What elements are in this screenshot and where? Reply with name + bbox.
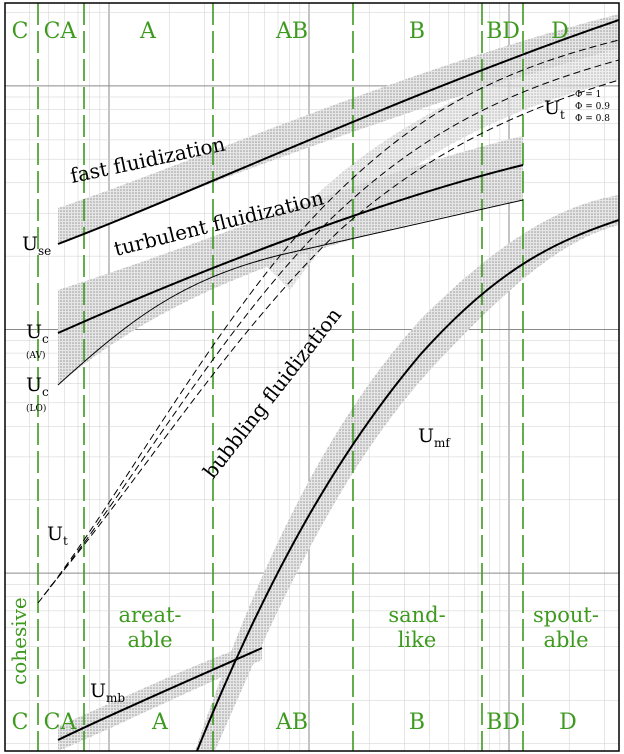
velocity-labels: Use Uc (AV) Uc (LO) Ut Ut Umf Umb <box>22 97 565 705</box>
region-bottom-d: D <box>559 710 577 735</box>
region-top-a: A <box>139 19 157 44</box>
spoutable-label-line2: able <box>543 628 588 652</box>
ut-curve-phi09 <box>43 59 619 596</box>
sandlike-label-line2: like <box>398 628 437 652</box>
region-bottom-c: C <box>12 710 29 735</box>
phi-1-label: Φ = 1 <box>575 90 601 100</box>
phi-09-label: Φ = 0.9 <box>575 102 610 112</box>
region-bottom-a: A <box>151 710 169 735</box>
use-label: Use <box>22 233 51 258</box>
sandlike-label-line1: sand- <box>388 603 445 627</box>
ut-curve-phi1 <box>37 39 619 604</box>
region-bottom-ab: AB <box>275 710 308 735</box>
phi-08-label: Φ = 0.8 <box>575 114 610 124</box>
umf-band <box>195 195 619 751</box>
region-top-ca: CA <box>44 19 78 44</box>
spoutable-label-line1: spout- <box>533 603 599 627</box>
region-top-d: D <box>551 19 569 44</box>
region-top-ab: AB <box>275 19 308 44</box>
plot-frame <box>4 2 620 752</box>
log-grid <box>5 3 619 751</box>
uc-av-label: Uc <box>26 321 49 346</box>
group-boundaries <box>37 3 524 751</box>
top-region-labels: C CA A AB B BD D <box>12 19 569 44</box>
region-bottom-bd: BD <box>486 710 520 735</box>
umb-band <box>58 640 262 751</box>
uc-av-curve <box>57 164 524 334</box>
region-bottom-b: B <box>409 710 425 735</box>
region-top-bd: BD <box>486 19 520 44</box>
uc-lo-note: (LO) <box>26 403 46 414</box>
velocity-curves <box>37 19 619 751</box>
aeratable-label-line1: areat- <box>118 603 181 627</box>
umb-label: Umb <box>90 680 125 705</box>
region-top-b: B <box>409 19 425 44</box>
uc-lo-label: Uc <box>26 374 49 399</box>
umb-curve <box>57 647 263 741</box>
umf-label: Umf <box>418 425 451 450</box>
terminal-velocity-band <box>260 30 619 290</box>
region-bottom-ca: CA <box>44 710 78 735</box>
ut-curve-phi08 <box>49 79 619 588</box>
uc-av-note: (AV) <box>26 350 46 361</box>
behavior-labels: cohesive areat- able sand- like spout- a… <box>7 597 599 685</box>
ut-left-label: Ut <box>47 523 68 548</box>
cohesive-label: cohesive <box>7 597 31 685</box>
ut-right-label: Ut <box>544 97 565 122</box>
sphericity-legend: Φ = 1 Φ = 0.9 Φ = 0.8 <box>575 90 610 124</box>
use-curve <box>57 19 619 245</box>
umf-curve <box>196 219 619 751</box>
bottom-region-labels: C CA A AB B BD D <box>12 710 577 735</box>
uc-lo-curve <box>57 199 524 386</box>
aeratable-label-line2: able <box>127 628 172 652</box>
region-top-c: C <box>12 19 29 44</box>
